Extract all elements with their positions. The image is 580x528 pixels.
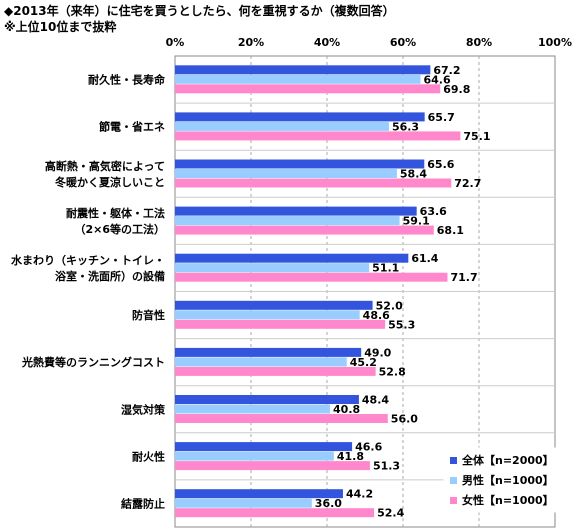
category-label: 耐久性・長寿命 — [88, 73, 166, 87]
category-label: （2×6等の工法） — [74, 222, 165, 236]
bar — [175, 272, 448, 282]
data-label: 44.2 — [346, 488, 373, 501]
bar — [175, 169, 397, 178]
bar — [175, 395, 359, 404]
x-tick-label: 80% — [466, 36, 492, 49]
data-label: 75.1 — [463, 130, 490, 143]
bar — [175, 74, 421, 84]
data-label: 61.4 — [411, 252, 438, 265]
bar — [175, 366, 376, 376]
data-label: 65.6 — [427, 158, 454, 171]
bar — [175, 225, 434, 235]
legend-box — [443, 447, 557, 513]
category-label: 浴室・洗面所）の設備 — [55, 269, 165, 283]
data-label: 48.4 — [362, 394, 389, 407]
bar — [175, 206, 417, 216]
chart-title: ◆2013年（来年）に住宅を買うとしたら、何を重視するか（複数回答） — [4, 4, 395, 18]
data-label: 40.8 — [333, 403, 360, 416]
bar — [175, 263, 370, 273]
legend-swatch — [450, 497, 457, 504]
bar — [175, 178, 452, 188]
data-label: 56.0 — [391, 413, 418, 426]
bar — [175, 414, 388, 423]
data-label: 63.6 — [420, 205, 447, 218]
category-label: 耐火性 — [132, 449, 165, 463]
bar — [175, 300, 373, 310]
bar — [175, 319, 386, 329]
bar — [175, 489, 343, 499]
x-tick-label: 0% — [166, 36, 185, 49]
x-tick-label: 100% — [538, 36, 572, 49]
data-label: 55.3 — [388, 318, 415, 331]
bar — [175, 310, 360, 320]
data-label: 58.4 — [400, 168, 427, 181]
legend-label: 全体【n=2000】 — [461, 453, 554, 467]
category-label: 耐震性・躯体・工法 — [66, 206, 165, 220]
legend-swatch — [450, 457, 457, 464]
data-label: 71.7 — [450, 271, 477, 284]
category-label: 高断熱・高気密によって — [45, 159, 165, 173]
bar — [175, 216, 400, 226]
category-label: 節電・省エネ — [99, 120, 165, 134]
legend-label: 男性【n=1000】 — [462, 473, 554, 487]
category-label: 湿気対策 — [121, 402, 166, 416]
bar — [175, 65, 431, 75]
data-label: 69.8 — [443, 83, 470, 96]
data-label: 51.3 — [373, 460, 400, 473]
data-label: 46.6 — [355, 441, 382, 454]
bar — [175, 451, 334, 461]
data-label: 64.6 — [423, 73, 450, 86]
category-label: 結露防止 — [121, 496, 165, 510]
data-label: 65.7 — [428, 111, 455, 124]
x-tick-label: 60% — [390, 36, 416, 49]
data-label: 51.1 — [372, 262, 399, 275]
x-tick-label: 20% — [238, 36, 264, 49]
bar — [175, 442, 353, 452]
data-label: 49.0 — [364, 346, 391, 359]
data-label: 72.7 — [454, 177, 481, 190]
bar — [175, 498, 312, 508]
chart-subtitle: ※上位10位まで抜粋 — [4, 20, 117, 34]
bar — [175, 508, 375, 518]
data-label: 56.3 — [392, 120, 419, 133]
data-label: 45.2 — [350, 356, 377, 369]
data-label: 52.8 — [379, 365, 406, 378]
data-label: 59.1 — [403, 215, 430, 228]
data-label: 52.0 — [376, 299, 403, 312]
bar — [175, 461, 370, 471]
bar — [175, 253, 409, 263]
data-label: 48.6 — [363, 309, 390, 322]
category-label: 防音性 — [132, 308, 165, 322]
bar — [175, 84, 441, 94]
bar — [175, 347, 362, 357]
category-label: 光熱費等のランニングコスト — [21, 355, 165, 369]
data-label: 52.4 — [377, 507, 404, 520]
bar — [175, 357, 347, 367]
legend-label: 女性【n=1000】 — [462, 493, 554, 507]
category-label: 冬暖かく夏涼しいこと — [55, 175, 165, 189]
bar — [175, 112, 425, 122]
bar — [175, 131, 461, 141]
data-label: 36.0 — [315, 497, 342, 510]
x-tick-label: 40% — [314, 36, 340, 49]
category-label: 水まわり（キッチン・トイレ・ — [11, 253, 165, 267]
legend-swatch — [450, 477, 457, 484]
data-label: 68.1 — [437, 224, 464, 237]
bar — [175, 121, 389, 131]
bar — [175, 159, 425, 169]
data-label: 67.2 — [433, 64, 460, 77]
bar — [175, 404, 331, 414]
data-label: 41.8 — [337, 450, 364, 463]
